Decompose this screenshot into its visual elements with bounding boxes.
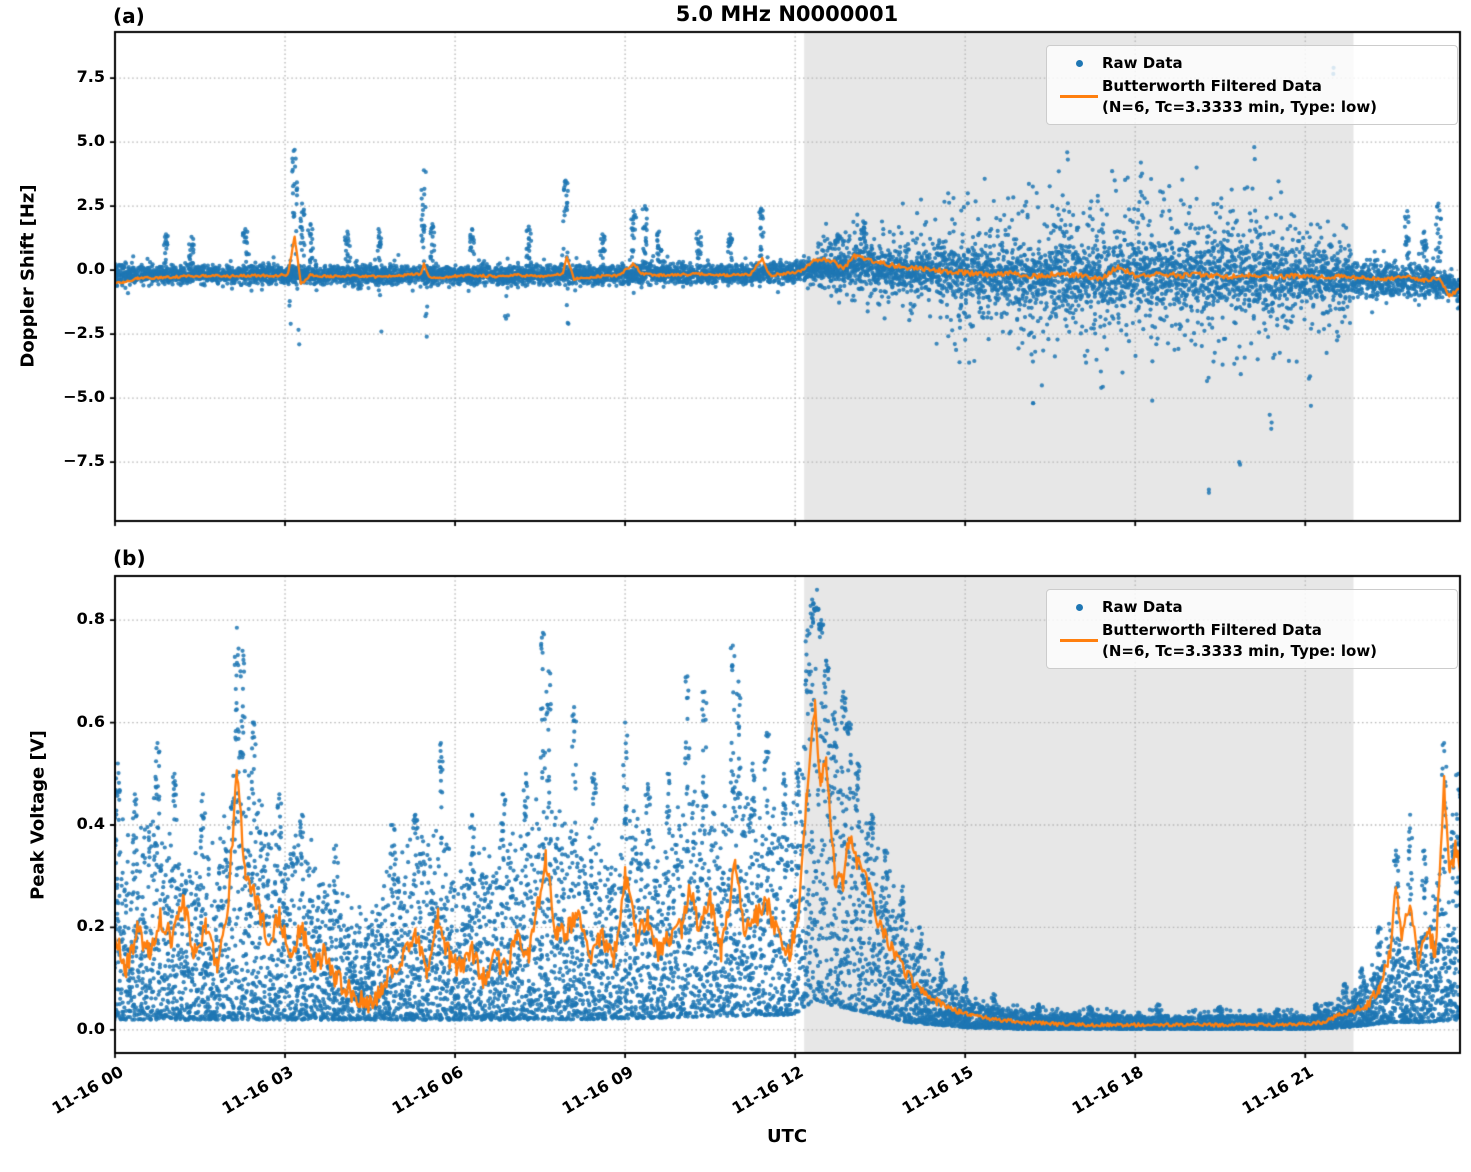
legend-b: Raw Data Butterworth Filtered Data (N=6,…	[1046, 589, 1458, 669]
legend-entry-filtered: Butterworth Filtered Data (N=6, Tc=3.333…	[1056, 76, 1447, 117]
y-tick-label-a: −2.5	[63, 323, 105, 343]
raw-data-dot-icon	[1056, 59, 1102, 67]
raw-data-dot-icon	[1056, 603, 1102, 611]
legend-entry-raw: Raw Data	[1056, 53, 1447, 73]
y-tick-label-b: 0.6	[76, 711, 105, 731]
filtered-line-icon	[1056, 639, 1102, 642]
y-tick-label-b: 0.2	[76, 916, 105, 936]
legend-filtered-label-line2: (N=6, Tc=3.3333 min, Type: low)	[1102, 97, 1378, 116]
legend-raw-label: Raw Data	[1102, 54, 1183, 72]
filtered-line-icon	[1056, 95, 1102, 98]
legend-raw-label: Raw Data	[1102, 598, 1183, 616]
y-tick-label-b: 0.4	[76, 814, 105, 833]
legend-a: Raw Data Butterworth Filtered Data (N=6,…	[1046, 45, 1458, 125]
y-tick-label-b: 0.0	[76, 1018, 105, 1038]
legend-filtered-label-line1: Butterworth Filtered Data	[1102, 621, 1322, 640]
y-tick-label-a: 0.0	[76, 259, 105, 279]
y-tick-label-a: 7.5	[76, 67, 105, 87]
x-axis-label: UTC	[766, 1126, 808, 1147]
figure-title: 5.0 MHz N0000001	[675, 2, 899, 26]
y-tick-label-a: 5.0	[76, 131, 105, 151]
legend-filtered-label-line2: (N=6, Tc=3.3333 min, Type: low)	[1102, 641, 1378, 660]
legend-filtered-label-line1: Butterworth Filtered Data	[1102, 77, 1322, 96]
y-tick-label-b: 0.8	[76, 609, 105, 629]
y-tick-label-a: −5.0	[63, 387, 105, 407]
legend-entry-raw: Raw Data	[1056, 597, 1447, 617]
legend-entry-filtered: Butterworth Filtered Data (N=6, Tc=3.333…	[1056, 620, 1447, 661]
y-tick-label-a: −7.5	[63, 451, 105, 471]
y-tick-label-a: 2.5	[76, 195, 105, 215]
panel-a-label: (a)	[113, 4, 145, 28]
panel-b-label: (b)	[113, 546, 146, 570]
